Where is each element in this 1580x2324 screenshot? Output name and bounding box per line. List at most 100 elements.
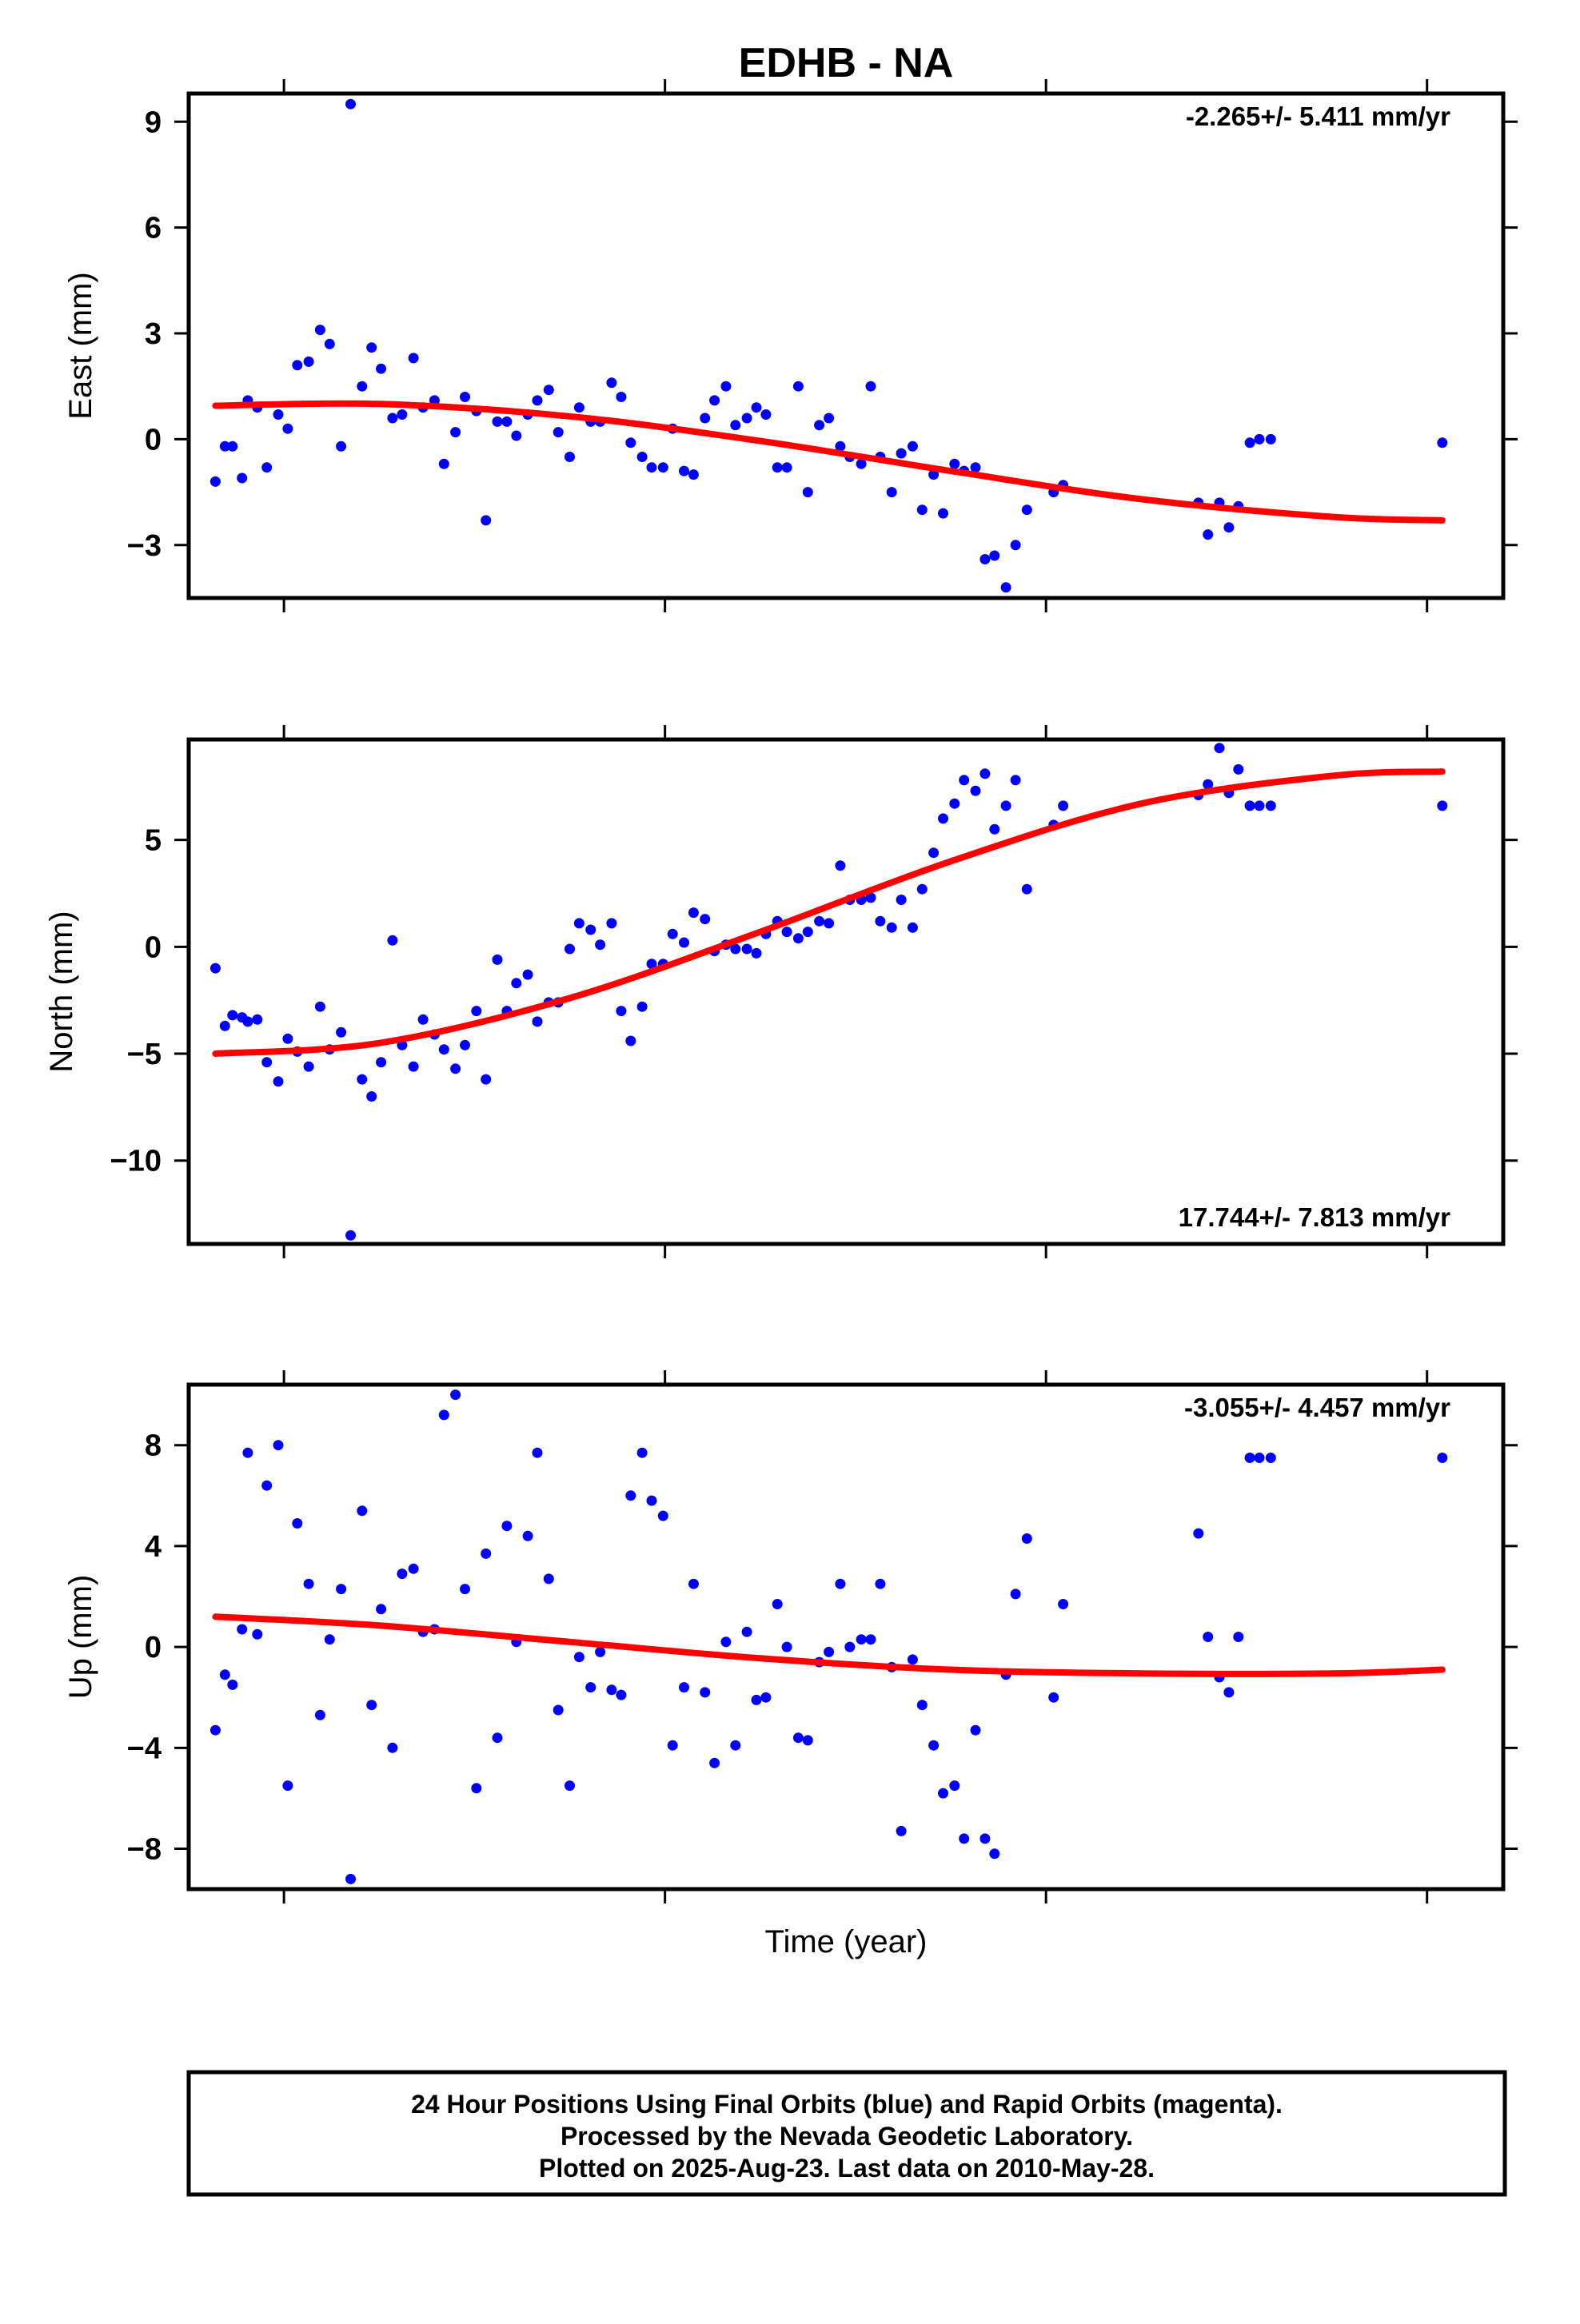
- east-data-point: [709, 395, 720, 406]
- east-data-point: [292, 360, 303, 371]
- north-data-point: [916, 883, 928, 895]
- north-data-point: [595, 939, 606, 951]
- east-data-point: [408, 353, 419, 364]
- north-data-point: [565, 943, 575, 955]
- east-data-point: [324, 338, 335, 349]
- up-data-point: [824, 1646, 835, 1657]
- north-data-point: [625, 1035, 636, 1046]
- east-data-point: [772, 462, 783, 473]
- east-data-point: [237, 472, 248, 484]
- north-data-point: [1214, 743, 1225, 754]
- east-data-point: [741, 413, 752, 424]
- up-data-point: [227, 1679, 238, 1690]
- east-y-axis-label: East (mm): [63, 272, 98, 419]
- up-rate-annotation: -3.055+/- 4.457 mm/yr: [1184, 1393, 1450, 1422]
- east-ytick-label: 6: [145, 212, 162, 245]
- up-data-point: [450, 1389, 461, 1401]
- east-data-point: [781, 462, 792, 473]
- east-data-point: [357, 381, 368, 392]
- footer-line-2: Processed by the Nevada Geodetic Laborat…: [561, 2122, 1133, 2151]
- north-data-point: [481, 1074, 492, 1085]
- up-data-point: [357, 1505, 368, 1517]
- up-data-point: [573, 1652, 585, 1663]
- east-data-point: [970, 462, 981, 473]
- north-data-point: [949, 798, 960, 809]
- up-data-point: [553, 1704, 564, 1716]
- up-data-point: [1048, 1692, 1059, 1703]
- north-data-point: [781, 927, 792, 938]
- up-data-point: [1193, 1528, 1204, 1539]
- east-data-point: [273, 409, 284, 420]
- east-panel: −3 0 3 6 9 -2.265+/- 5.411 mm/yr East (mm): [63, 79, 1518, 612]
- east-data-point: [387, 413, 398, 424]
- north-data-point: [938, 813, 948, 824]
- north-data-point: [460, 1039, 470, 1050]
- north-data-point: [585, 924, 596, 935]
- east-data-point: [553, 427, 564, 438]
- up-data-point: [481, 1548, 492, 1559]
- east-data-point: [989, 550, 1000, 561]
- up-data-point: [606, 1684, 617, 1696]
- up-data-point: [1021, 1533, 1032, 1544]
- east-plot-frame: [186, 91, 1506, 600]
- up-data-point: [657, 1510, 668, 1521]
- north-data-point: [511, 978, 522, 989]
- up-data-point: [907, 1654, 918, 1665]
- east-data-point: [573, 402, 585, 413]
- east-data-point: [896, 448, 907, 459]
- up-data-point: [989, 1848, 1000, 1860]
- east-data-point: [916, 504, 928, 516]
- up-data-point: [1244, 1453, 1255, 1463]
- east-data-point: [700, 413, 711, 424]
- up-data-point: [730, 1740, 741, 1751]
- north-data-point: [261, 1057, 273, 1068]
- east-data-point: [886, 487, 897, 498]
- north-data-point: [792, 933, 804, 944]
- north-data-point: [1203, 779, 1214, 790]
- north-data-point: [730, 943, 741, 955]
- east-data-point: [460, 392, 470, 402]
- east-ytick-label: −3: [127, 529, 162, 563]
- north-data-point: [1437, 800, 1448, 811]
- up-data-point: [376, 1604, 387, 1615]
- north-data-point: [345, 1230, 356, 1241]
- east-data-point: [397, 409, 408, 420]
- footer-box: [186, 2070, 1507, 2197]
- up-data-point: [741, 1626, 752, 1637]
- north-ytick-label: 5: [145, 824, 162, 858]
- up-data-point: [616, 1689, 627, 1700]
- east-data-point: [907, 440, 918, 452]
- north-points: [209, 743, 1448, 1241]
- up-data-point: [667, 1740, 678, 1751]
- east-data-point: [1203, 529, 1214, 540]
- north-data-point: [376, 1057, 387, 1068]
- north-data-point: [492, 954, 503, 965]
- north-data-point: [252, 1014, 263, 1025]
- up-data-point: [856, 1634, 867, 1645]
- up-data-point: [501, 1521, 513, 1532]
- up-data-point: [242, 1447, 253, 1458]
- east-data-point: [616, 392, 627, 402]
- up-ytick-label: −4: [127, 1732, 162, 1765]
- east-data-point: [865, 381, 876, 392]
- east-data-point: [1254, 433, 1265, 444]
- east-data-point: [1437, 437, 1448, 448]
- up-data-point: [460, 1584, 470, 1595]
- east-data-point: [1244, 437, 1255, 448]
- east-data-point: [314, 325, 325, 336]
- x-axis-label: Time (year): [765, 1924, 928, 1959]
- up-data-point: [646, 1495, 657, 1506]
- north-y-axis-label: North (mm): [44, 911, 79, 1072]
- up-data-point: [438, 1409, 449, 1421]
- up-data-point: [345, 1873, 356, 1884]
- north-data-point: [1010, 775, 1021, 786]
- east-data-point: [543, 385, 554, 396]
- north-data-point: [865, 892, 876, 903]
- north-data-point: [438, 1044, 449, 1055]
- up-data-point: [720, 1636, 732, 1648]
- north-ytick-label: 0: [145, 931, 162, 964]
- north-fit-line: [212, 768, 1446, 1057]
- up-data-point: [636, 1447, 648, 1458]
- up-data-point: [273, 1440, 284, 1451]
